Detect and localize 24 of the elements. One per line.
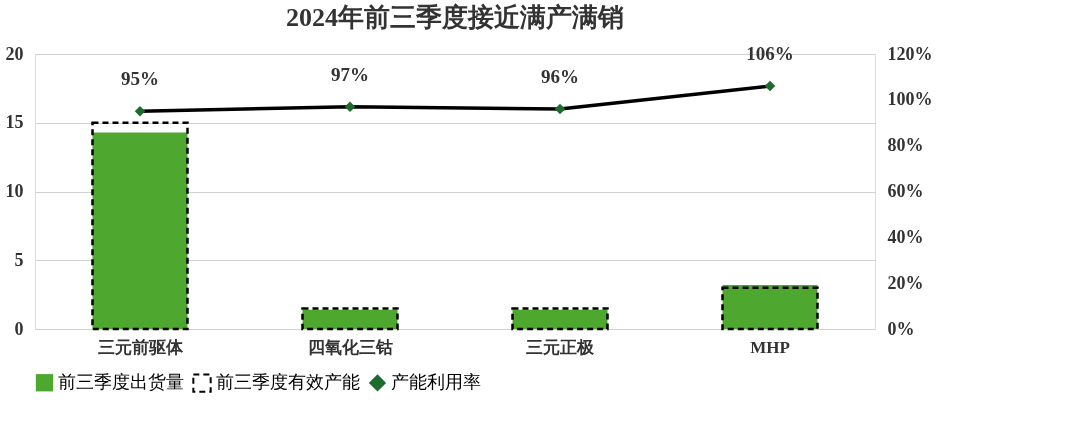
y2-tick-label: 60% — [887, 181, 924, 201]
chart-title: 2024年前三季度接近满产满销 — [286, 3, 624, 32]
y-tick-label: 15 — [5, 112, 24, 133]
data-label: 96% — [541, 66, 579, 87]
data-label: 95% — [121, 68, 159, 90]
y2-tick-label: 40% — [887, 226, 924, 247]
x-tick-label: 四氧化三钴 — [307, 337, 393, 357]
y2-tick-label: 80% — [887, 135, 924, 156]
data-label: 106% — [746, 43, 794, 65]
x-tick-label: MHP — [750, 337, 790, 357]
data-label: 97% — [331, 63, 369, 85]
y2-tick-label: 100% — [887, 89, 933, 110]
y2-tick-label: 120% — [887, 43, 933, 64]
y-tick-label: 20 — [5, 43, 24, 64]
y-tick-label: 0 — [14, 318, 24, 339]
y2-tick-label: 20% — [887, 272, 924, 293]
legend-label: 前三季度有效产能 — [216, 372, 360, 393]
legend-label: 产能利用率 — [391, 371, 481, 392]
legend-label: 前三季度出货量 — [58, 371, 184, 392]
y-tick-label: 5 — [14, 249, 24, 270]
y2-tick-label: 0% — [887, 318, 915, 339]
x-tick-label: 三元正极 — [526, 337, 595, 357]
y-tick-label: 10 — [5, 181, 24, 201]
x-tick-label: 三元前驱体 — [97, 337, 184, 357]
